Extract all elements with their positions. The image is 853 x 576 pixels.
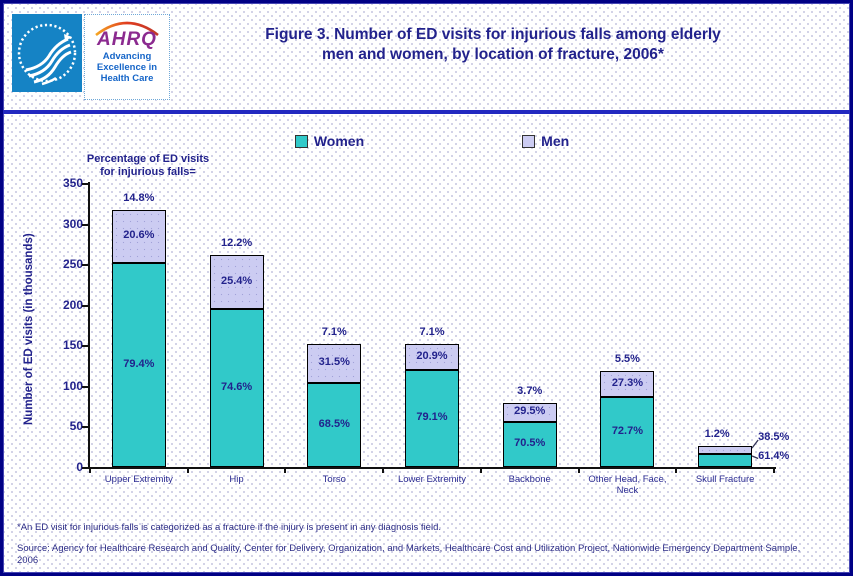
percentage-note: Percentage of ED visits for injurious fa… (75, 153, 221, 178)
x-tick-mark (773, 467, 775, 473)
y-axis-line (88, 182, 90, 469)
bar-segment-men (307, 343, 362, 383)
bar-segment-men (600, 371, 655, 398)
segment-pct-label: 74.6% (220, 380, 253, 393)
segment-pct-label: 27.3% (611, 377, 644, 390)
bar-segment-women (209, 308, 264, 467)
bar-segment-men (209, 255, 264, 309)
bar-total-pct-label: 7.1% (419, 325, 445, 338)
bar-segment-men (502, 402, 557, 422)
legend-label-men: Men (541, 133, 570, 149)
segment-pct-label: 29.5% (514, 405, 546, 418)
y-tick-label: 100 (62, 378, 83, 393)
x-category-label: Lower Extremity (397, 474, 467, 485)
plot-area: 0 50 100 150 200 250 300 350 79.4% 20.6% 14.8% Uppe… (3, 3, 850, 573)
bar-segment-women (502, 421, 557, 467)
bar-segment-men (111, 209, 166, 263)
percentage-note-line1: Percentage of ED visits (86, 153, 210, 165)
y-tick-label: 200 (62, 297, 83, 312)
segment-pct-label: 20.9% (416, 349, 448, 362)
source-citation: Source: Agency for Healthcare Research a… (17, 543, 801, 566)
segment-pct-label: 79.4% (123, 357, 155, 370)
y-tick-mark (82, 467, 89, 469)
y-tick-mark (82, 385, 89, 388)
y-tick-label: 150 (62, 338, 83, 353)
hhs-eagle-icon (17, 23, 77, 86)
x-axis-line (88, 467, 776, 469)
x-tick-mark (284, 467, 287, 473)
segment-pct-label-callout: 38.5% (758, 430, 790, 443)
segment-pct-label: 72.7% (611, 425, 644, 438)
x-tick-mark (186, 467, 189, 473)
segment-pct-label-callout: 61.4% (758, 449, 790, 462)
ahrq-tagline-line1: Advancing (102, 51, 152, 62)
page-title-line2: men and women, by location of fracture, … (322, 46, 664, 63)
y-tick-mark (82, 183, 89, 185)
ahrq-rainbow-arc-icon (95, 21, 159, 37)
y-tick-mark (82, 304, 89, 307)
legend-label-women: Women (313, 133, 365, 149)
women-color-swatch (294, 134, 308, 148)
legend-item-women: Women (294, 133, 365, 149)
x-category-label: Torso (322, 474, 346, 485)
segment-pct-label: 20.6% (123, 229, 155, 242)
bar-segment-men (405, 343, 459, 370)
hhs-logo (12, 14, 82, 92)
y-tick-label: 300 (62, 216, 83, 231)
x-category-label: Skull Fracture (695, 474, 755, 485)
men-color-swatch (522, 134, 536, 148)
segment-pct-label: 68.5% (318, 417, 350, 430)
bar-segment-women (600, 397, 655, 467)
chart-legend: Women Men (90, 133, 774, 149)
segment-pct-label: 70.5% (514, 437, 546, 450)
footnote-asterisk: *An ED visit for injurious falls is cate… (17, 522, 442, 533)
bar-segment-women (111, 262, 166, 467)
ahrq-tagline: Advancing Excellence in Health Care (96, 51, 158, 85)
y-tick-label: 250 (62, 257, 83, 272)
x-tick-mark (577, 467, 580, 473)
ahrq-tagline-line3: Health Care (100, 72, 154, 84)
stage: AHRQ Advancing Excellence in Health Care… (3, 3, 850, 573)
header-separator-line (3, 110, 850, 114)
x-category-label: Backbone (508, 474, 551, 485)
x-category-label: Hip (229, 474, 244, 485)
bar-total-pct-label: 1.2% (704, 427, 730, 440)
legend-item-men: Men (522, 133, 569, 149)
y-tick-label: 50 (69, 419, 83, 434)
ahrq-tagline-line2: Excellence in (96, 61, 158, 73)
y-tick-mark (82, 426, 89, 429)
ahrq-logo: AHRQ Advancing Excellence in Health Care (84, 14, 170, 100)
bar-segment-women (698, 454, 753, 467)
page-title: Figure 3. Number of ED visits for injuri… (181, 25, 805, 65)
bar-total-pct-label: 14.8% (123, 191, 155, 204)
bar-total-pct-label: 5.5% (614, 353, 640, 366)
y-tick-label: 350 (62, 176, 83, 190)
x-category-label: Upper Extremity (104, 474, 173, 485)
bar-total-pct-label: 7.1% (321, 325, 347, 338)
x-tick-mark (382, 467, 385, 473)
x-category-label: Other Head, Face, Neck (588, 474, 667, 497)
y-tick-label: 0 (76, 460, 83, 474)
percentage-note-line2: for injurious falls= (100, 165, 196, 178)
bar-segment-women (307, 382, 362, 467)
y-tick-mark (82, 223, 89, 226)
y-tick-mark (82, 264, 89, 267)
bar-total-pct-label: 3.7% (517, 384, 543, 397)
x-tick-mark (89, 467, 91, 473)
bar-segment-men (698, 445, 753, 454)
y-tick-mark (82, 345, 89, 348)
page-title-line1: Figure 3. Number of ED visits for injuri… (265, 26, 721, 43)
bar-segment-women (405, 369, 459, 467)
x-tick-mark (479, 467, 482, 473)
segment-pct-label: 79.1% (416, 411, 448, 424)
segment-pct-label: 25.4% (220, 274, 253, 287)
ahrq-wordmark: AHRQ (97, 29, 157, 50)
x-tick-mark (675, 467, 678, 473)
segment-pct-label: 31.5% (318, 356, 350, 369)
bar-total-pct-label: 12.2% (220, 237, 253, 250)
